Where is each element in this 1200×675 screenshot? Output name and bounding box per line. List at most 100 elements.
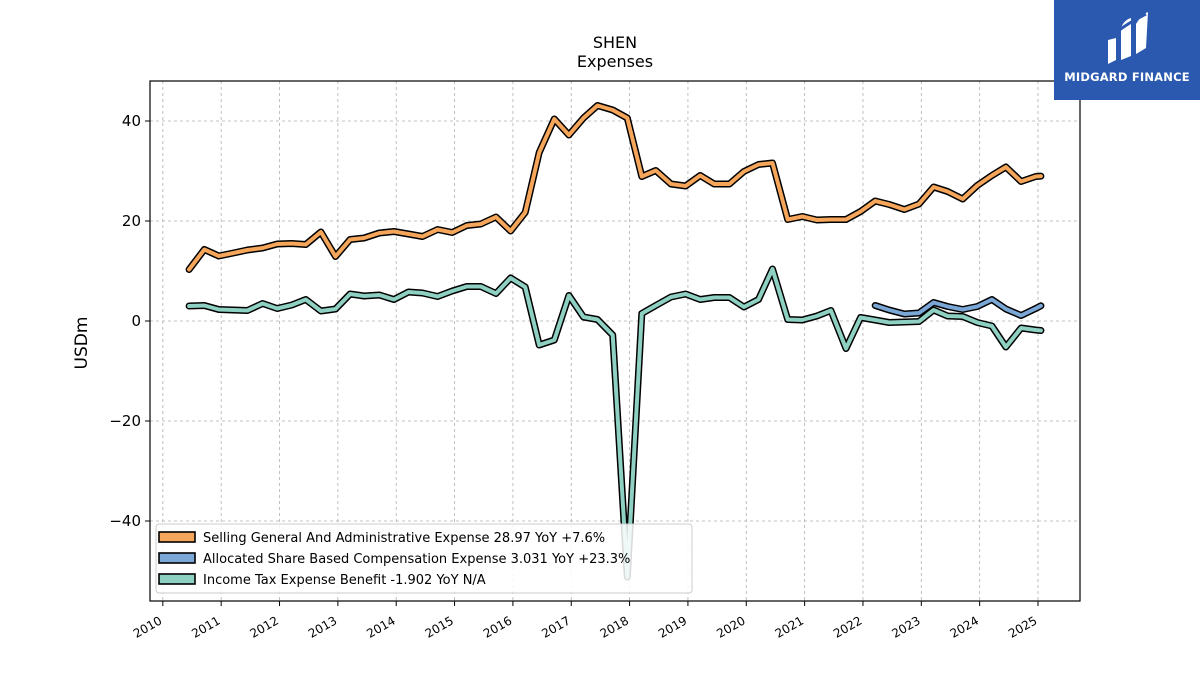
data-point [771,268,774,270]
data-point [363,295,365,297]
data-point [510,230,512,232]
data-point [320,310,322,312]
data-point [655,169,657,172]
data-point [816,219,818,221]
y-tick-label: −40 [109,512,141,530]
data-point [612,109,614,111]
data-point [1020,327,1022,329]
data-point [903,313,906,315]
data-point [305,243,307,246]
chart-title: SHEN [593,33,637,52]
y-tick-label: 0 [131,312,141,330]
data-point [480,285,482,288]
data-point [670,296,672,298]
data-point [218,308,220,311]
data-point [874,304,876,307]
data-point [393,230,395,233]
data-point [830,218,832,221]
data-point [407,291,410,293]
plot-frame [149,80,1081,602]
data-point [378,232,380,234]
data-point [903,208,906,211]
data-point [232,309,234,311]
data-point [757,298,760,301]
data-point [699,298,701,301]
data-point [976,305,978,308]
data-point [962,315,964,318]
x-tick-label: 2011 [189,613,222,640]
data-point [888,321,890,324]
data-point [962,198,964,200]
data-point [626,117,628,119]
data-point [991,298,993,301]
legend-swatch [158,573,196,585]
data-point [218,255,220,257]
x-tick-label: 2019 [656,613,689,640]
data-point [787,218,789,221]
data-point [596,318,599,321]
data-point [1035,175,1037,178]
data-point [1005,166,1007,168]
x-tick-label: 2023 [889,613,922,640]
legend-swatch [158,531,196,543]
data-point [991,174,993,177]
data-point [334,308,337,310]
data-point [480,223,482,225]
data-point [728,183,731,185]
data-point [655,304,657,307]
chart-subtitle: Expenses [577,52,653,71]
data-point [524,286,526,288]
series-outline-selling-general-and-administrative-expense [185,102,1045,273]
data-point [495,292,497,295]
data-point [641,175,643,178]
legend-label: Selling General And Administrative Expen… [203,531,605,546]
x-tick-label: 2010 [131,613,164,640]
x-tick-label: 2015 [423,613,456,640]
x-tick-label: 2020 [714,613,747,640]
legend-box [155,523,693,594]
data-point [976,184,978,187]
data-point [685,185,687,187]
data-point [305,298,307,301]
x-tick-label: 2024 [948,613,981,640]
data-point [188,268,190,271]
y-tick-label: 40 [122,112,141,130]
legend-swatch [158,552,196,564]
data-point [437,295,439,298]
x-tick-label: 2012 [248,613,281,640]
data-point [1040,305,1042,307]
data-point [874,319,876,321]
series-line-selling-general-and-administrative-expense [187,103,1043,272]
data-point [568,134,570,136]
data-point [495,216,497,218]
data-point [699,174,701,177]
data-point [757,163,760,166]
y-tick-label: −20 [109,412,141,430]
data-point [918,203,920,205]
data-point [933,186,935,188]
data-point [918,312,920,314]
data-point [1020,180,1022,183]
x-tick-label: 2022 [831,613,864,640]
data-point [743,306,745,308]
data-point [510,277,512,279]
data-point [860,316,862,319]
x-tick-label: 2016 [481,613,514,640]
data-point [437,228,439,231]
data-point [582,316,585,318]
data-point [1005,346,1007,348]
x-tick-label: 2025 [1006,613,1039,640]
data-point [393,298,395,301]
data-point [538,344,540,346]
data-point [276,243,278,245]
data-point [568,294,570,297]
data-point [451,231,453,234]
data-point [728,296,731,299]
data-point [1040,329,1042,332]
data-point [291,242,293,245]
series-line-income-tax-expense-benefit [187,267,1043,579]
data-point [524,211,526,214]
x-tick-label: 2014 [364,613,397,640]
data-point [918,320,920,323]
